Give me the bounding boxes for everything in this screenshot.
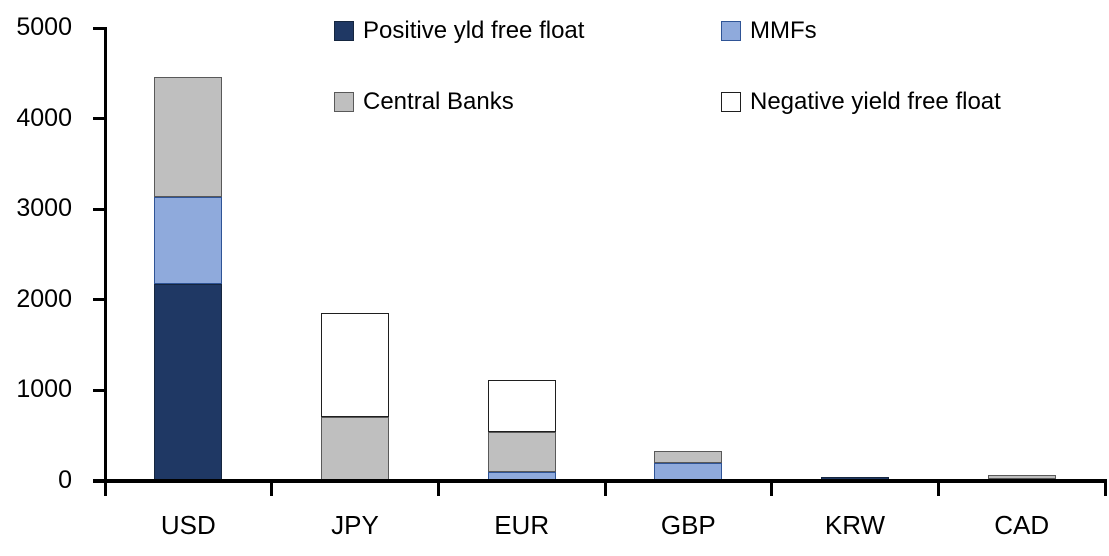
x-axis-category-label: GBP [660, 510, 716, 540]
bar-segment [487, 432, 556, 472]
y-axis-tick [93, 388, 105, 392]
y-axis-tick [93, 479, 105, 483]
x-axis-tick [603, 482, 607, 496]
legend-swatch-negative-yield-free-float [721, 92, 741, 112]
x-axis-line [93, 479, 1107, 483]
y-axis-tick-label: 0 [58, 466, 72, 494]
bar-segment [154, 283, 223, 481]
x-axis-tick [770, 482, 774, 496]
legend-item-central-banks: Central Banks [334, 89, 514, 115]
x-axis-category-label: CAD [994, 510, 1050, 540]
y-axis-line [104, 27, 107, 482]
x-axis-category-label: USD [160, 510, 216, 540]
legend-item-negative-yield-free-float: Negative yield free float [721, 89, 1001, 115]
x-axis-tick [103, 482, 107, 496]
x-axis-category-label: JPY [331, 510, 379, 540]
legend-swatch-mmfs [721, 21, 741, 41]
y-axis-tick-label: 5000 [16, 13, 72, 41]
legend-swatch-central-banks [334, 92, 354, 112]
bar-segment [987, 475, 1056, 479]
y-axis-tick [93, 298, 105, 302]
y-axis-tick-label: 4000 [16, 103, 72, 132]
bar-segment [154, 196, 223, 284]
y-axis-tick-label: 1000 [16, 375, 72, 404]
y-axis-tick-label: 2000 [16, 284, 72, 313]
x-axis-category-label: EUR [494, 510, 550, 540]
legend-label: Negative yield free float [750, 88, 1001, 115]
bar-segment [321, 416, 389, 481]
legend-label: Positive yld free float [363, 17, 585, 44]
x-axis-tick [936, 482, 940, 496]
legend-item-positive-yld-free-float: Positive yld free float [334, 18, 584, 44]
y-axis-tick [93, 26, 105, 30]
bar-segment [654, 451, 723, 463]
x-axis-tick [436, 482, 440, 496]
x-axis-tick [1103, 482, 1107, 496]
bar-segment [321, 312, 389, 417]
y-axis-tick-label: 3000 [16, 194, 72, 223]
y-axis-tick [93, 207, 105, 211]
legend-swatch-positive-yld-free-float [334, 21, 354, 41]
x-axis-tick [270, 482, 274, 496]
legend-label: MMFs [750, 17, 817, 44]
y-axis-tick [93, 117, 105, 121]
legend-label: Central Banks [363, 88, 514, 115]
bar-segment [487, 379, 556, 433]
legend-item-mmfs: MMFs [721, 18, 817, 44]
bar-segment [154, 76, 223, 197]
x-axis-category-label: KRW [824, 510, 886, 540]
